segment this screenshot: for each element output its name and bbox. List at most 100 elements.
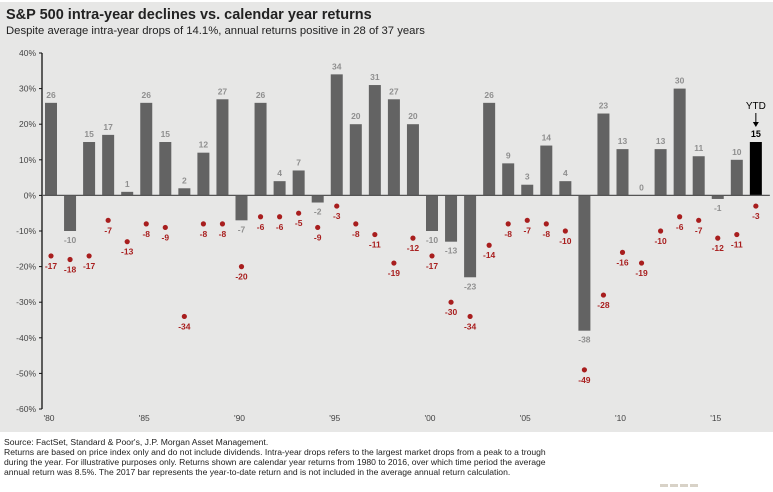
return-label-1985: 26	[142, 90, 152, 100]
return-label-2002: -23	[464, 281, 477, 291]
decline-dot-2004	[505, 221, 511, 227]
return-bar-2004	[502, 163, 515, 196]
return-bar-2012	[654, 149, 667, 196]
return-label-1987: 2	[182, 175, 187, 185]
decline-label-2011: -19	[635, 268, 648, 278]
x-tick-label: '80	[43, 413, 54, 423]
declines-group	[48, 203, 759, 373]
ytd-label: YTD	[746, 101, 766, 112]
axes-group: 40% 30% 20% 10% 0% -10% -20% -30% -40% -50% -60% '8…	[16, 48, 770, 423]
decline-dot-2008	[581, 367, 588, 373]
decline-dot-2015	[715, 235, 721, 241]
decline-label-2000: -17	[426, 261, 439, 271]
return-bar-1980	[45, 102, 57, 196]
decline-dot-2009	[600, 292, 607, 298]
footnote-line: during the year. For illustrative purpos…	[4, 457, 546, 467]
y-tick-label: 20%	[19, 119, 36, 129]
x-tick-label: '95	[329, 413, 340, 423]
return-label-1998: 27	[389, 86, 399, 96]
return-label-2009: 23	[599, 101, 609, 111]
return-label-2005: 3	[525, 172, 530, 182]
ytd-arrow-icon	[752, 122, 759, 127]
return-bar-2016	[730, 159, 743, 196]
x-tick-label: '00	[424, 413, 435, 423]
decline-label-2013: -6	[676, 222, 684, 232]
return-label-1996: 20	[351, 111, 361, 121]
decline-label-1990: -20	[235, 272, 248, 282]
chart-svg: 40% 30% 20% 10% 0% -10% -20% -30% -40% -50% -60% '8…	[16, 48, 770, 423]
return-label-2008: -38	[578, 335, 591, 345]
decline-dot-1991	[257, 214, 264, 220]
return-bar-1988	[197, 152, 210, 196]
return-label-1989: 27	[218, 86, 228, 96]
decline-label-1982: -17	[83, 261, 96, 271]
decline-label-1993: -5	[295, 218, 303, 228]
decline-label-2015: -12	[712, 243, 725, 253]
x-tick-label: '85	[139, 413, 150, 423]
decline-dot-1984	[124, 239, 130, 245]
return-bar-2017	[749, 142, 762, 196]
return-label-1980: 26	[46, 90, 56, 100]
decline-label-1997: -11	[369, 240, 381, 250]
y-tick-label: 30%	[19, 84, 36, 94]
decline-label-2006: -8	[543, 229, 551, 239]
return-label-1986: 15	[161, 129, 171, 139]
decline-label-2008: -49	[578, 375, 591, 385]
decline-label-1992: -6	[276, 222, 284, 232]
decline-label-2016: -11	[731, 240, 743, 250]
return-label-1995: 34	[332, 61, 342, 71]
decline-dot-1995	[334, 203, 340, 209]
decline-dot-1986	[162, 224, 168, 231]
footnote-line: Returns are based on price index only an…	[4, 447, 546, 457]
return-bar-2005	[521, 184, 534, 196]
decline-label-1989: -8	[219, 229, 227, 239]
decline-label-1988: -8	[200, 229, 208, 239]
decline-dot-1997	[372, 231, 378, 238]
decline-dot-1988	[200, 221, 206, 227]
return-label-2001: -13	[445, 246, 458, 256]
y-tick-label: -30%	[16, 297, 36, 307]
decline-label-1985: -8	[142, 229, 150, 239]
decline-label-1987: -34	[178, 321, 191, 331]
decline-dot-1981	[67, 256, 73, 263]
decline-label-2014: -7	[695, 225, 703, 235]
return-label-1994: -2	[314, 207, 322, 217]
decline-dot-1996	[353, 221, 359, 227]
return-label-2007: 4	[563, 168, 568, 178]
return-label-1990: -7	[238, 224, 246, 234]
y-tick-label: -50%	[16, 368, 36, 378]
decline-label-1994: -9	[314, 232, 322, 242]
decline-dot-2000	[429, 253, 435, 259]
decline-label-2007: -10	[559, 236, 572, 246]
decline-label-1986: -9	[162, 232, 170, 242]
return-label-1991: 26	[256, 90, 266, 100]
decline-dot-2002	[467, 313, 473, 320]
decline-dot-2006	[543, 221, 549, 227]
decline-label-1981: -18	[64, 264, 77, 274]
return-bar-2008	[578, 195, 591, 331]
return-bar-2007	[559, 181, 572, 196]
chart-title: S&P 500 intra-year declines vs. calendar…	[6, 7, 372, 23]
return-bar-1989	[216, 99, 229, 196]
return-label-2004: 9	[506, 150, 511, 160]
decline-label-1999: -12	[407, 243, 420, 253]
return-bar-1985	[140, 102, 153, 196]
return-label-2006: 14	[542, 133, 552, 143]
decline-dot-1982	[86, 253, 92, 259]
decline-dot-1992	[277, 214, 283, 220]
return-bar-2014	[692, 156, 705, 196]
decline-label-2003: -14	[483, 250, 496, 260]
decline-label-1983: -7	[104, 225, 112, 235]
return-bar-1999	[406, 124, 419, 196]
decline-dot-1980	[48, 253, 54, 259]
decline-dot-1987	[181, 313, 187, 320]
decline-dot-2010	[619, 249, 626, 255]
decline-dot-2017	[753, 203, 759, 209]
return-label-2003: 26	[484, 90, 494, 100]
return-bar-1995	[330, 74, 343, 196]
decline-label-2010: -16	[616, 257, 629, 267]
return-label-1997: 31	[370, 72, 380, 82]
return-label-2000: -10	[426, 235, 439, 245]
x-tick-label: '10	[615, 413, 626, 423]
y-tick-label: 0%	[24, 190, 37, 200]
